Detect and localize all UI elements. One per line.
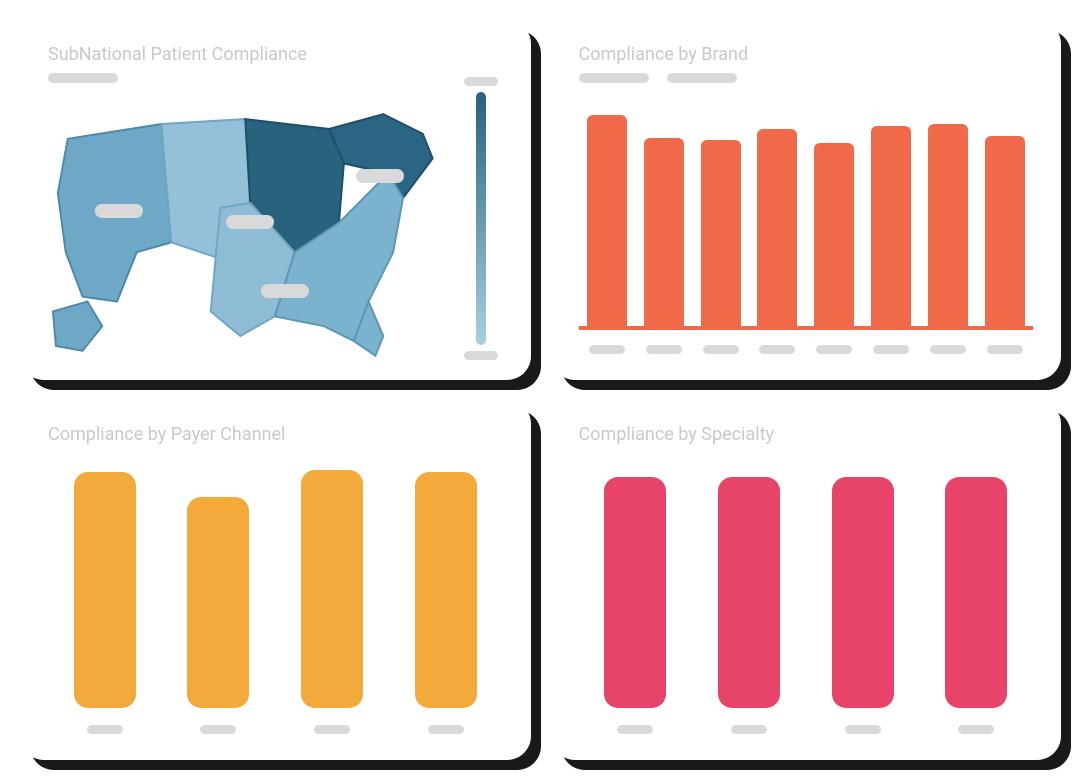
chart-bar[interactable] (187, 497, 249, 708)
legend-top-label (464, 77, 498, 86)
map-region-label (261, 284, 309, 298)
map-area (48, 73, 503, 360)
brand-sub-pill (579, 73, 649, 83)
map-legend (459, 73, 503, 360)
chart-bar[interactable] (644, 138, 684, 326)
chart-bar[interactable] (945, 477, 1007, 708)
map-region-label (226, 215, 274, 229)
payer-labels-row (48, 718, 503, 740)
region-alaska[interactable] (53, 302, 102, 351)
chart-bar-label (589, 345, 625, 354)
chart-bar-label (845, 725, 881, 734)
chart-bar[interactable] (757, 129, 797, 326)
panel-title: SubNational Patient Compliance (48, 44, 503, 65)
chart-bar-label (314, 725, 350, 734)
chart-bar[interactable] (415, 472, 477, 708)
chart-bar-label (958, 725, 994, 734)
payer-chart (48, 453, 503, 740)
panel-subnational-compliance: SubNational Patient Compliance (20, 20, 531, 380)
brand-sub-pill (667, 73, 737, 83)
chart-bar-label (731, 725, 767, 734)
brand-labels-row (579, 338, 1034, 360)
chart-bar-label (816, 345, 852, 354)
brand-chart (579, 95, 1034, 360)
chart-bar[interactable] (74, 472, 136, 708)
panel-title: Compliance by Specialty (579, 424, 1034, 445)
panel-compliance-by-payer: Compliance by Payer Channel (20, 400, 531, 760)
specialty-labels-row (579, 718, 1034, 740)
chart-bar-label (617, 725, 653, 734)
chart-bar-label (646, 345, 682, 354)
map-left (48, 73, 443, 360)
payer-bars-row (48, 451, 503, 710)
chart-bar-label (703, 345, 739, 354)
map-region-label (356, 169, 404, 183)
legend-gradient-bar (476, 92, 486, 345)
chart-bar-label (759, 345, 795, 354)
chart-bar[interactable] (871, 126, 911, 326)
chart-bar-label (428, 725, 464, 734)
chart-bar[interactable] (928, 124, 968, 326)
specialty-bars-row (579, 451, 1034, 710)
panel-compliance-by-specialty: Compliance by Specialty (551, 400, 1062, 760)
dashboard-grid: SubNational Patient Compliance (0, 0, 1081, 781)
chart-bar[interactable] (701, 140, 741, 326)
chart-bar[interactable] (718, 477, 780, 708)
legend-bottom-label (464, 351, 498, 360)
map-region-label (95, 204, 143, 218)
chart-bar-label (200, 725, 236, 734)
chart-bar[interactable] (832, 477, 894, 708)
chart-bar[interactable] (814, 143, 854, 326)
specialty-chart (579, 453, 1034, 740)
chart-bar[interactable] (985, 136, 1025, 326)
chart-bar-label (873, 345, 909, 354)
panel-compliance-by-brand: Compliance by Brand (551, 20, 1062, 380)
chart-bar[interactable] (587, 115, 627, 327)
chart-bar-label (930, 345, 966, 354)
chart-bar[interactable] (604, 477, 666, 708)
chart-bar[interactable] (301, 470, 363, 708)
map-subtitle-placeholder (48, 73, 118, 83)
brand-bars-row (579, 91, 1034, 330)
brand-subheader (579, 73, 1034, 83)
panel-title: Compliance by Brand (579, 44, 1034, 65)
chart-bar-label (987, 345, 1023, 354)
panel-title: Compliance by Payer Channel (48, 424, 503, 445)
us-map[interactable] (48, 89, 443, 376)
chart-bar-label (87, 725, 123, 734)
